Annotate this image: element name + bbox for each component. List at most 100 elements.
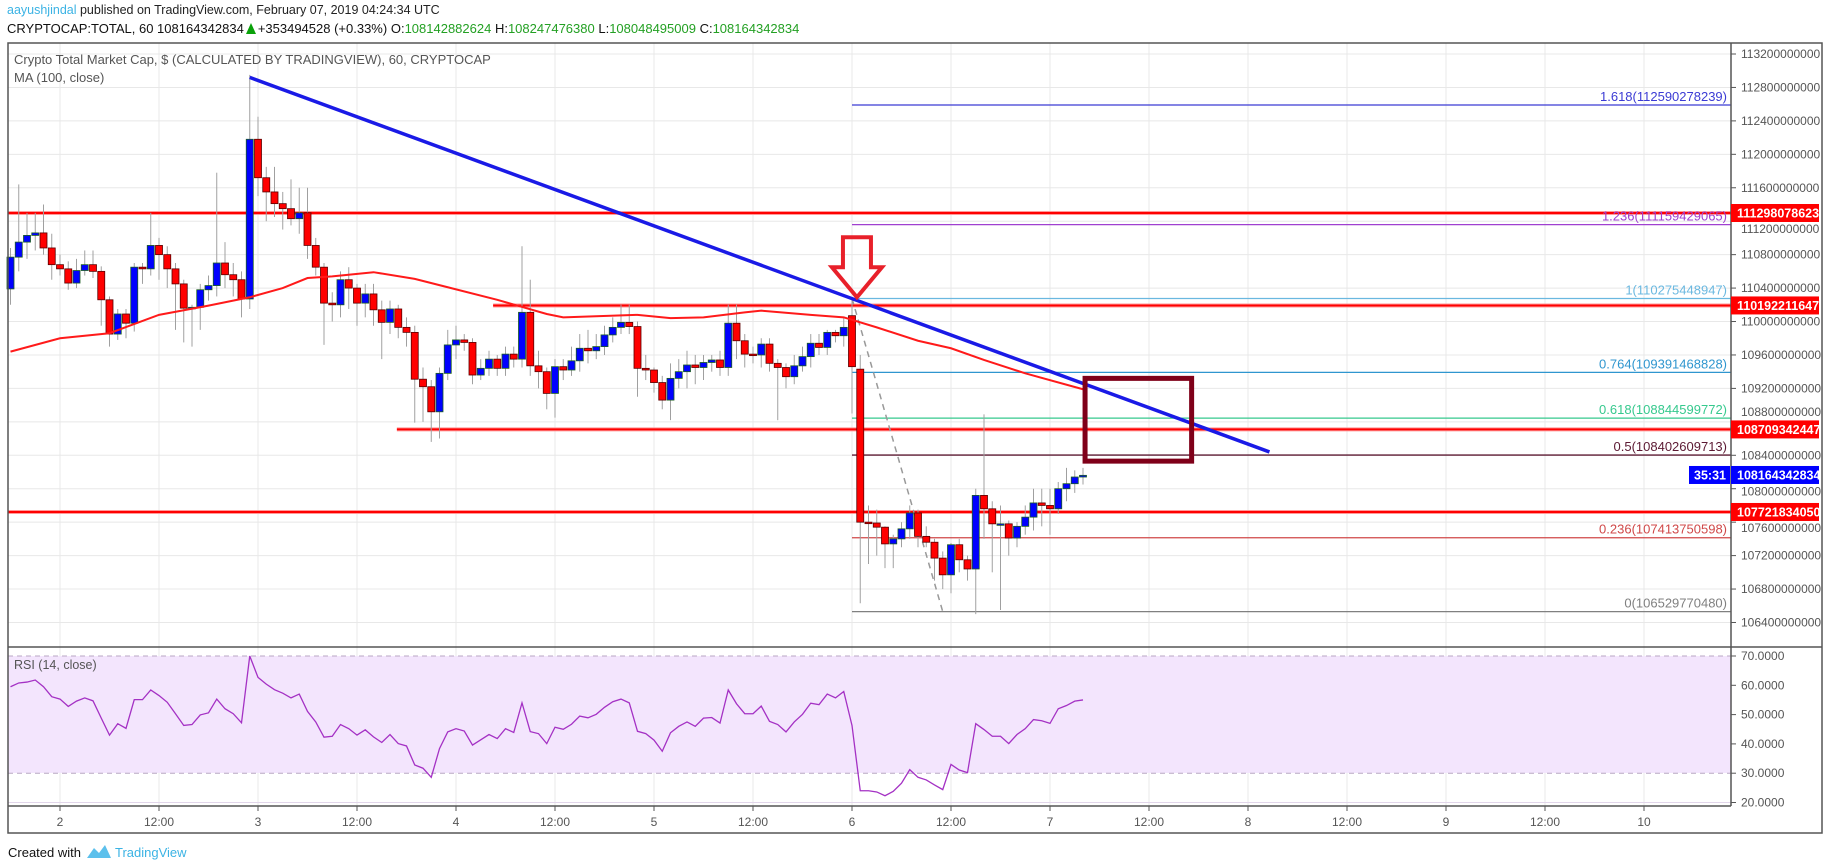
level-price-badge: 108709342447 — [1737, 423, 1820, 437]
fib-level-label: 1(110275448947) — [1625, 282, 1727, 297]
candle-down — [155, 245, 163, 256]
candle-down — [394, 308, 403, 328]
candle-down — [237, 279, 246, 300]
low-value: 108048495009 — [609, 21, 696, 36]
price-tick-label: 106400000000 — [1741, 615, 1821, 629]
candle-down — [650, 369, 658, 383]
price-tick-label: 106800000000 — [1741, 582, 1821, 596]
candle-up — [1070, 476, 1079, 485]
candle-up — [196, 289, 205, 308]
candle-down — [749, 353, 757, 357]
candle-down — [311, 245, 320, 268]
candle-up — [551, 366, 559, 394]
candle-down — [179, 283, 188, 309]
candle-down — [320, 266, 328, 304]
high-label: H: — [494, 21, 508, 36]
fib-level-label: 1.236(111159429065) — [1602, 209, 1727, 224]
candle-down — [831, 331, 840, 337]
time-tick-label: 5 — [651, 815, 658, 829]
candle-down — [410, 331, 419, 380]
candle-down — [740, 340, 749, 355]
candle-up — [443, 344, 452, 374]
candle-up — [707, 359, 716, 363]
chart-frame — [7, 42, 1823, 834]
candle-up — [567, 360, 576, 371]
axes[interactable]: 113200000000 112800000000 112400000000 1120… — [57, 47, 1822, 829]
candle-up — [113, 313, 122, 335]
time-tick-label: 8 — [1245, 815, 1252, 829]
candle-down — [1046, 505, 1054, 510]
level-price-badge-bg — [1731, 296, 1819, 315]
candle-up — [14, 241, 23, 258]
candle-down — [782, 367, 790, 378]
candle-down — [377, 309, 386, 323]
candle-down — [47, 247, 56, 266]
candle-down — [1037, 502, 1046, 506]
candle-up — [485, 358, 493, 369]
open-label: O: — [390, 21, 405, 36]
price-tick-label: 107200000000 — [1741, 549, 1821, 563]
candle-down — [344, 279, 353, 289]
level-price-badge-bg — [1731, 502, 1819, 521]
up-triangle-icon — [245, 23, 256, 34]
author-link[interactable]: aayushjindal — [7, 3, 77, 17]
rsi-tick-label: 30.0000 — [1741, 766, 1785, 780]
candle-down — [848, 315, 856, 368]
candle-down — [163, 254, 172, 270]
chart-title: Crypto Total Market Cap, $ (CALCULATED B… — [14, 52, 491, 67]
candle-down — [353, 287, 361, 304]
candle-up — [699, 362, 708, 368]
rsi-pane — [8, 655, 1731, 797]
rsi-line — [10, 655, 1084, 797]
candle-down — [765, 343, 774, 364]
rsi-legend[interactable]: RSI (14, close) — [14, 658, 97, 672]
time-tick-label: 12:00 — [342, 815, 372, 829]
candle-up — [905, 512, 914, 530]
candle-down — [691, 364, 700, 368]
last-price: 108164342834 — [157, 21, 244, 36]
open-value: 108142882624 — [404, 21, 492, 36]
candle-down — [988, 508, 997, 525]
created-with-text: Created with — [8, 845, 81, 860]
candle-up — [674, 371, 683, 379]
trendline — [249, 75, 1271, 454]
candle-down — [262, 177, 271, 193]
candle-down — [559, 366, 568, 371]
candle-up — [518, 311, 526, 360]
candle-down — [254, 138, 262, 179]
candle-down — [509, 353, 518, 360]
candle-down — [303, 212, 312, 246]
candle-down — [278, 203, 287, 210]
tradingview-logo-icon — [86, 843, 112, 862]
close-value: 108164342834 — [712, 21, 800, 36]
candle-down — [39, 232, 48, 249]
candle-up — [1021, 516, 1030, 527]
levels: 1.618(112590278239) 1.236(111159429065) 1(… — [8, 89, 1731, 613]
candle-up — [1079, 474, 1087, 478]
publish-info: aayushjindal published on TradingView.co… — [7, 3, 440, 17]
candle-up — [245, 138, 254, 300]
candle-up — [823, 331, 832, 348]
candle-down — [460, 339, 469, 343]
candle-down — [402, 326, 411, 333]
candle-down — [534, 365, 543, 373]
candle-up — [724, 322, 733, 368]
candle-down — [419, 378, 427, 388]
candle-down — [856, 368, 865, 523]
candle-up — [1054, 488, 1063, 510]
tradingview-link[interactable]: TradingView — [114, 845, 187, 860]
overlays — [10, 75, 1271, 464]
candle-down — [864, 521, 873, 525]
candle-up — [130, 266, 139, 324]
candle-down — [56, 264, 64, 270]
ma-legend[interactable]: MA (100, close) — [14, 70, 104, 85]
candle-up — [6, 256, 15, 290]
candle-down — [287, 208, 295, 220]
last-price-badge-bg — [1731, 465, 1819, 484]
candle-up — [971, 495, 980, 570]
candle-up — [839, 326, 848, 337]
price-tick-label: 109600000000 — [1741, 348, 1821, 362]
candle-up — [575, 347, 584, 362]
price-tick-label: 112000000000 — [1741, 147, 1821, 161]
